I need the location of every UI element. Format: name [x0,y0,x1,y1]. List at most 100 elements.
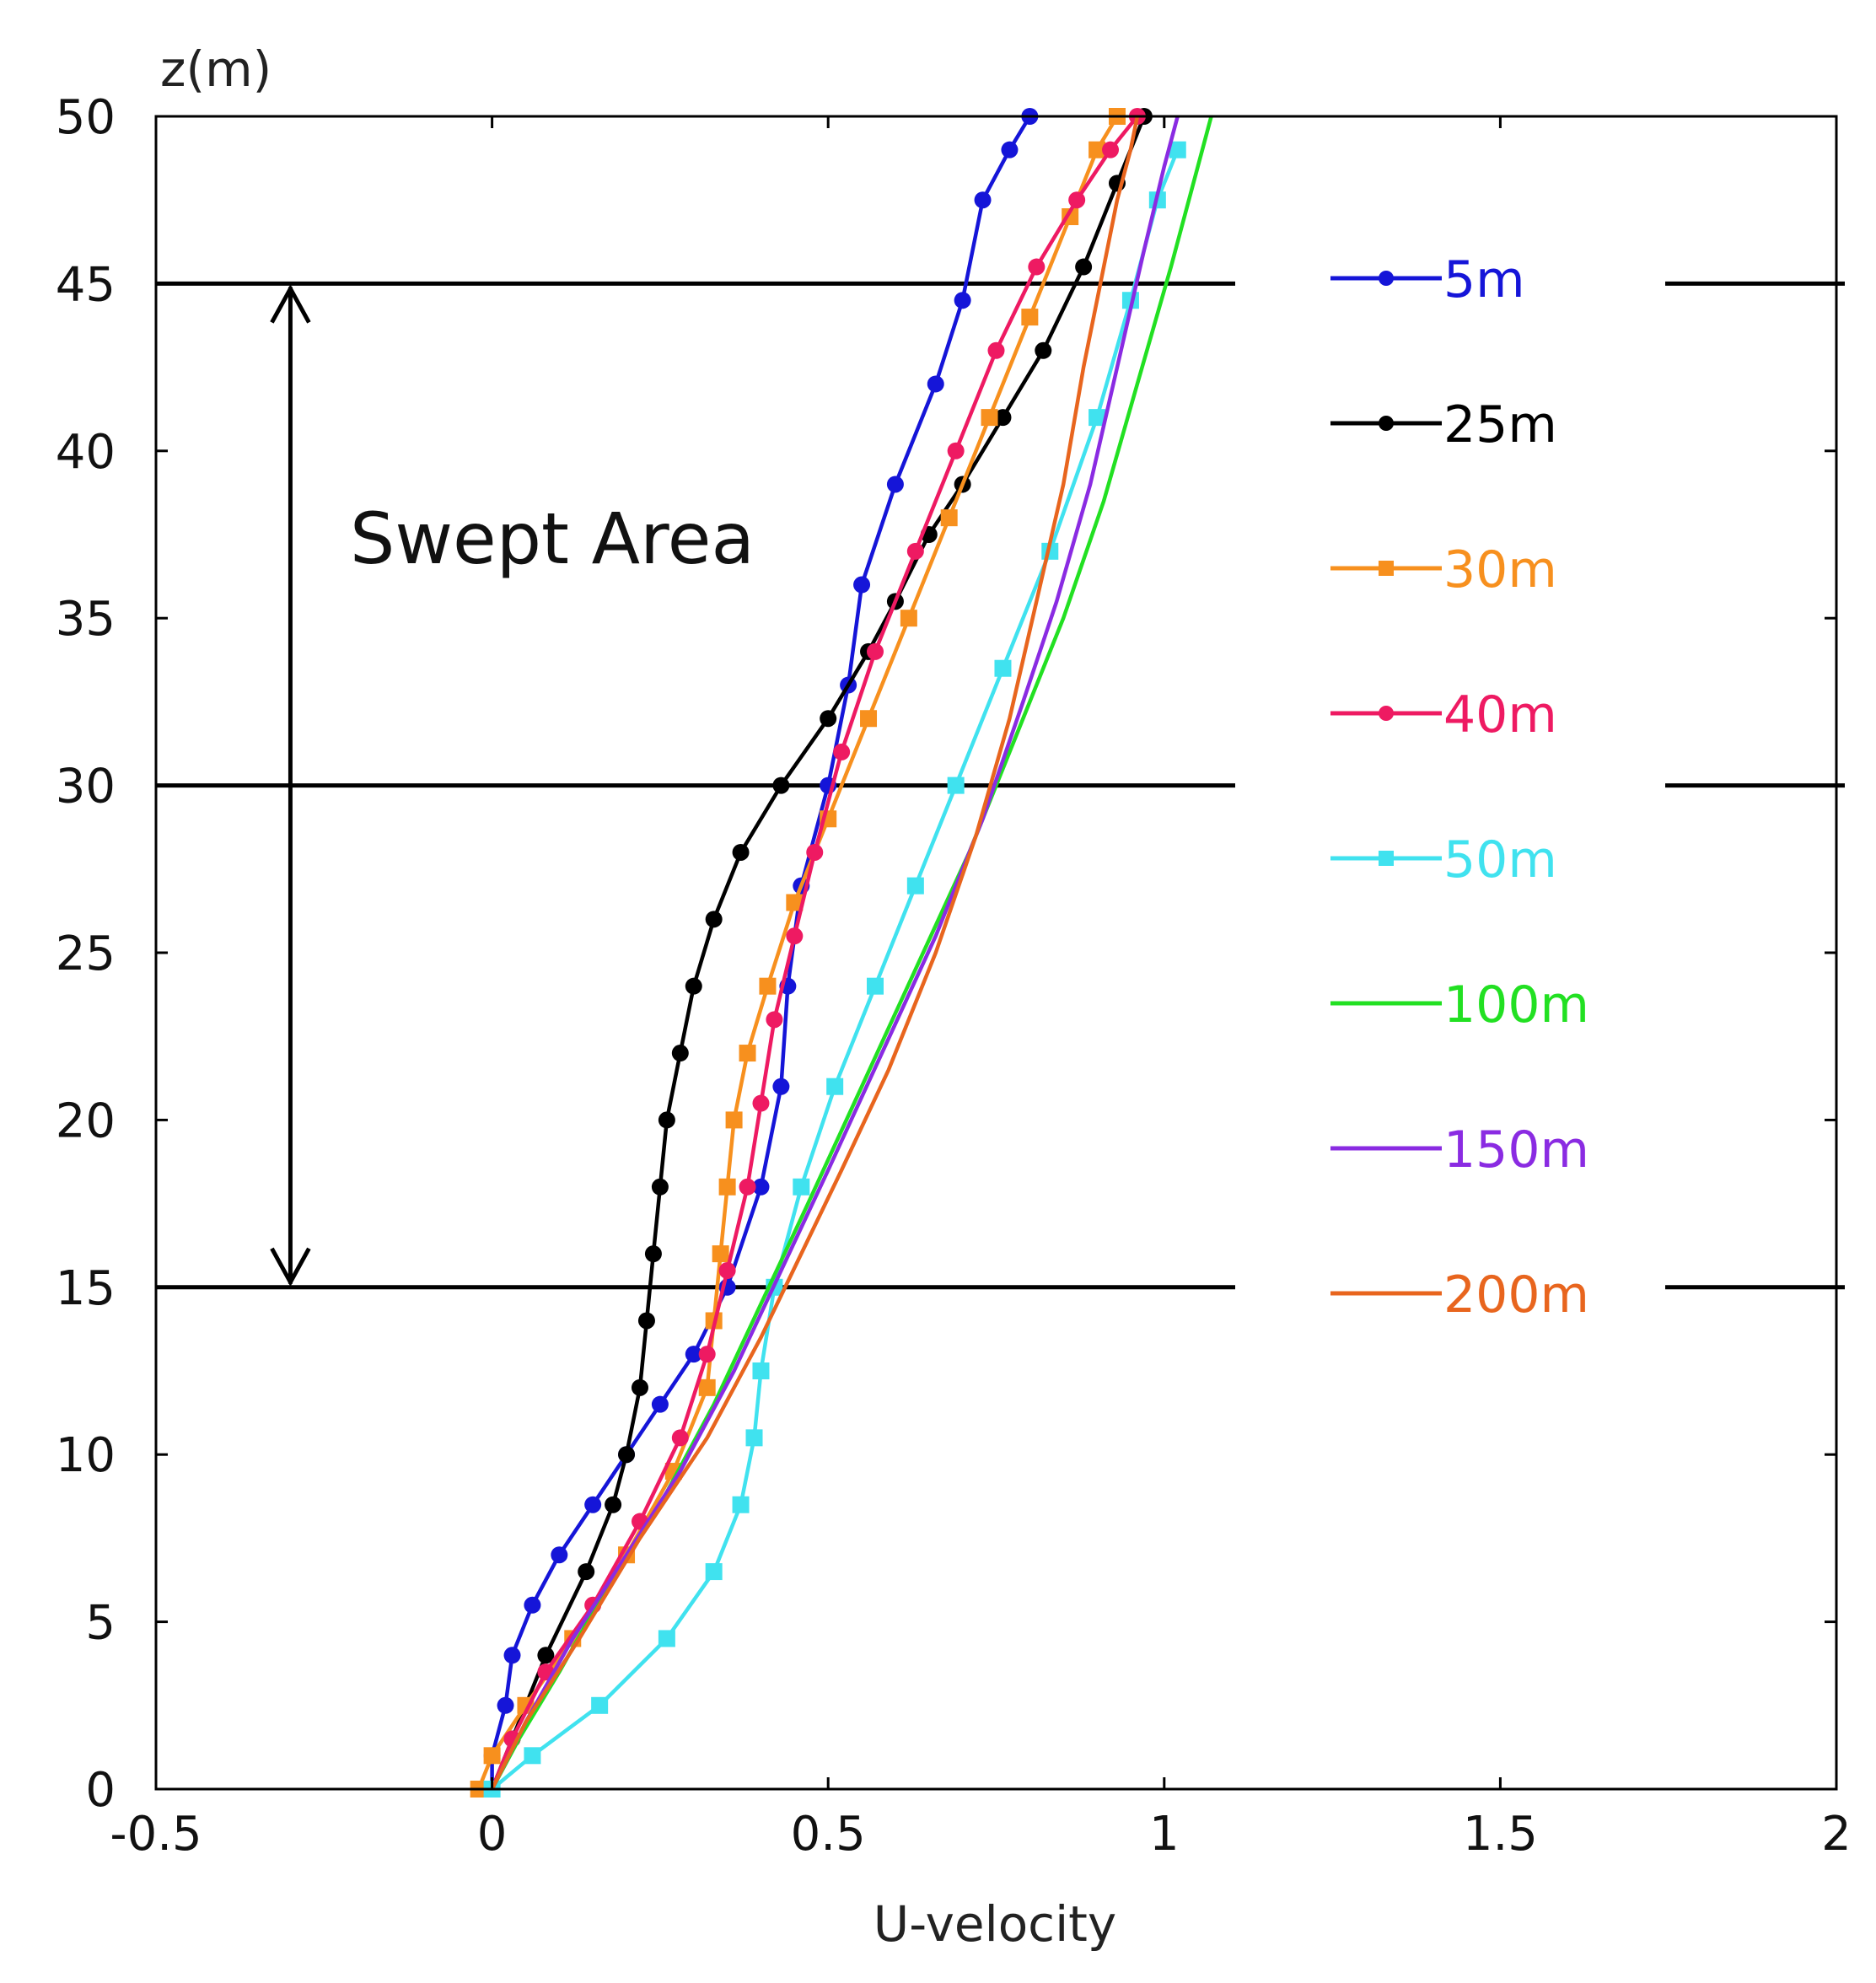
y-tick-label: 10 [56,1428,116,1483]
data-point-30m [860,710,878,728]
data-point-30m [483,1747,501,1765]
data-point-30m [981,409,998,427]
data-point-50m [752,1362,770,1379]
data-point-40m [1102,141,1120,159]
legend-marker-25m [1379,416,1394,431]
data-point-50m [705,1563,723,1581]
data-point-50m [732,1496,750,1513]
data-point-5m [974,191,992,209]
data-point-30m [1089,141,1106,159]
y-tick-label: 30 [56,760,116,814]
swept-area-annotation: Swept Area [270,284,755,1287]
data-point-40m [1068,191,1086,209]
data-point-5m [524,1596,541,1614]
legend-item-30m: 30m [1330,540,1557,599]
data-point-25m [820,710,837,728]
data-point-25m [772,777,790,794]
data-point-5m [584,1496,602,1513]
y-tick-label: 5 [85,1596,116,1651]
data-point-25m [618,1446,636,1464]
data-point-40m [766,1011,783,1029]
data-point-5m [651,1395,669,1413]
legend-item-100m: 100m [1330,975,1589,1034]
y-tick-label: 45 [56,257,116,312]
data-point-25m [1075,258,1093,276]
data-point-5m [954,292,971,309]
data-point-25m [637,1312,655,1330]
data-point-50m [947,777,965,794]
x-tick-label: 0 [477,1807,508,1862]
legend-label-25m: 25m [1443,395,1557,454]
swept-area-label: Swept Area [350,497,755,580]
data-point-50m [867,977,884,995]
legend-item-200m: 200m [1330,1266,1589,1325]
x-tick-label: -0.5 [110,1807,202,1862]
data-point-5m [551,1546,568,1564]
legend-marker-50m [1379,851,1394,866]
reference-lines [156,281,1845,1290]
data-point-25m [578,1563,595,1581]
series-150m [490,116,1180,1791]
data-point-50m [658,1630,675,1647]
data-point-40m [718,1261,736,1279]
data-point-5m [853,576,871,594]
y-tick-label: 40 [56,425,116,480]
data-point-40m [786,927,804,945]
y-tick-label: 25 [56,927,116,981]
x-axis-title: U-velocity [873,1895,1117,1953]
series-5m [483,108,1039,1798]
data-point-30m [725,1111,743,1129]
data-point-40m [739,1178,756,1196]
data-point-25m [605,1496,622,1513]
data-point-50m [1089,409,1106,427]
data-point-50m [1169,141,1186,159]
data-point-5m [1001,141,1019,159]
y-tick-label: 20 [56,1094,116,1148]
data-point-40m [947,442,965,459]
data-point-40m [906,542,924,560]
legend-label-100m: 100m [1443,975,1589,1034]
data-point-50m [793,1178,810,1196]
data-point-5m [685,1346,702,1363]
data-point-40m [671,1429,689,1447]
data-point-25m [651,1178,669,1196]
data-point-50m [745,1429,763,1447]
data-point-5m [772,1077,790,1095]
y-tick-label: 35 [56,592,116,647]
swept-area-arrowhead-bottom [270,1247,311,1287]
series-line-25m [490,116,1146,1790]
data-point-5m [752,1178,770,1196]
series-line-150m [490,116,1180,1791]
data-point-25m [685,977,702,995]
x-tick-label: 0.5 [791,1807,866,1862]
series-200m [490,116,1140,1791]
data-point-40m [752,1094,770,1112]
data-point-40m [806,843,824,861]
legend-label-40m: 40m [1443,685,1557,744]
data-point-50m [994,659,1012,677]
data-point-5m [497,1696,514,1714]
legend-item-25m: 25m [1330,395,1557,454]
x-tick-label: 1.5 [1463,1807,1538,1862]
swept-area-arrowhead-top [270,284,311,324]
data-point-30m [759,977,777,995]
data-point-30m [940,509,958,527]
data-point-40m [698,1346,716,1363]
series-line-200m [490,116,1140,1791]
data-point-5m [886,476,904,493]
data-point-40m [833,743,851,760]
data-point-25m [732,843,750,861]
series-line-40m [490,115,1139,1790]
legend-item-150m: 150m [1330,1120,1589,1180]
series-line-50m [491,148,1180,1791]
x-tick-label: 1 [1149,1807,1180,1862]
series-40m [483,108,1146,1798]
data-point-25m [658,1111,675,1129]
data-point-40m [1028,258,1046,276]
legend-label-30m: 30m [1443,540,1557,599]
data-point-25m [537,1647,555,1664]
data-point-30m [739,1045,756,1062]
legend-marker-30m [1379,561,1394,576]
